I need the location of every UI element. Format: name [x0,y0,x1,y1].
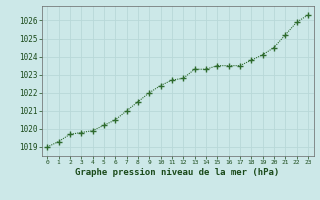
X-axis label: Graphe pression niveau de la mer (hPa): Graphe pression niveau de la mer (hPa) [76,168,280,177]
